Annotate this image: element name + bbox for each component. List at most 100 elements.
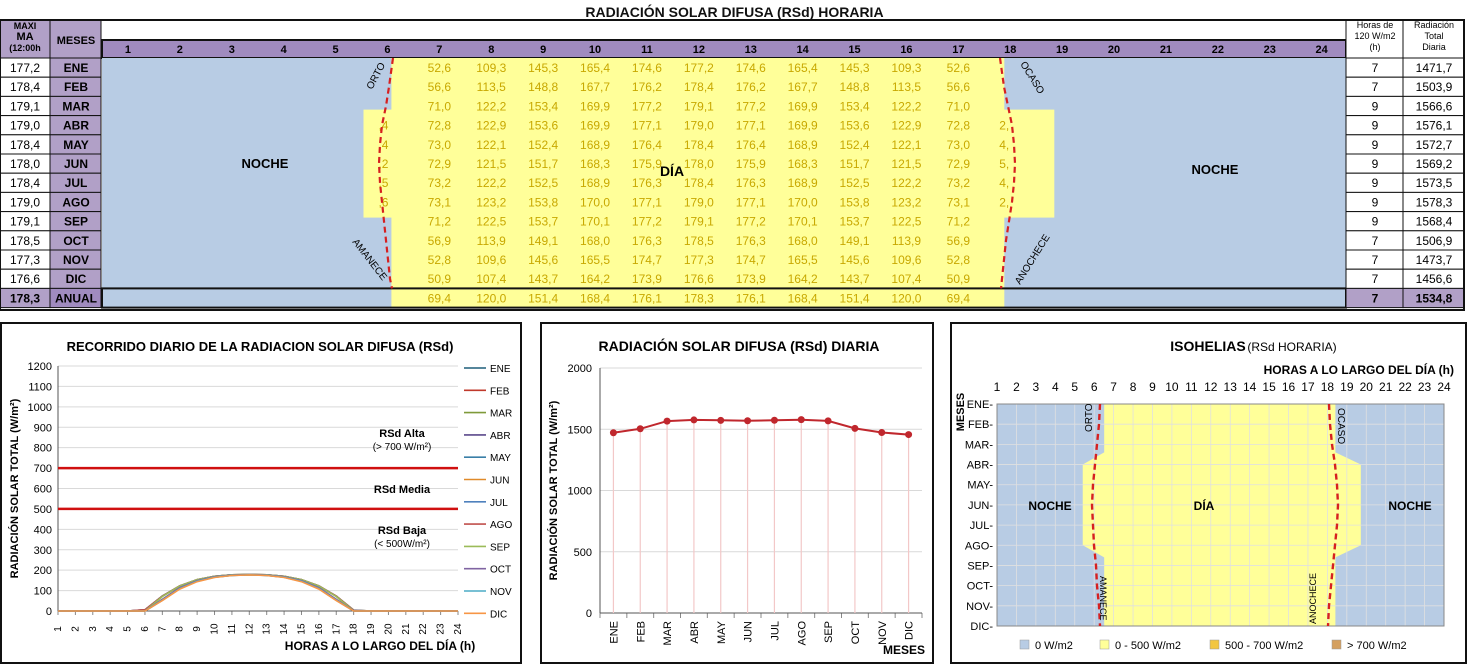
day-label: DÍA [660, 163, 684, 179]
hourly-value: 153,6 [840, 119, 870, 133]
data-point [770, 416, 778, 424]
hourly-value: 167,7 [580, 80, 610, 94]
hour-label: 17 [952, 44, 964, 56]
x-tick-label: 17 [331, 623, 342, 635]
hourly-value: 107,4 [891, 272, 921, 286]
hourly-value: 153,4 [528, 99, 558, 113]
hour-label: 20 [1108, 44, 1120, 56]
hourly-value: 169,9 [788, 99, 818, 113]
hourly-value: 50,9 [428, 272, 452, 286]
total-header-text: Total [1424, 31, 1443, 41]
total-header-text: Diaria [1422, 42, 1446, 52]
x-tick-label: 24 [453, 623, 464, 635]
y-tick-label: 400 [34, 524, 52, 536]
hourly-value: 121,5 [891, 157, 921, 171]
hourly-value: 113,9 [477, 234, 506, 248]
hourly-value: 4, [999, 138, 1009, 152]
legend-swatch [1019, 639, 1030, 650]
x-tick-label: 14 [1243, 380, 1257, 394]
month-label: OCT [63, 234, 89, 248]
sunset-curve [1326, 403, 1340, 627]
y-tick-label: 900 [34, 422, 52, 434]
legend-label: AGO [490, 520, 512, 531]
series-line-may [58, 573, 458, 612]
hourly-value: 56,9 [428, 234, 452, 248]
x-tick-label: 14 [279, 623, 290, 635]
hourly-value: 169,9 [580, 119, 610, 133]
month-label: AGO [62, 195, 89, 209]
legend-label: SEP [490, 542, 510, 553]
month-cell [49, 287, 102, 309]
hourly-value: 178,5 [684, 234, 714, 248]
series-line-ene [58, 573, 458, 612]
x-tick-label: 10 [210, 623, 221, 635]
hourly-value: 170,0 [788, 195, 818, 209]
x-tick-label: 4 [105, 626, 116, 632]
legend-label: MAY [490, 453, 511, 464]
max-value: 177,2 [10, 61, 40, 75]
y-tick-label: OCT- [967, 581, 994, 593]
x-tick-label: 21 [401, 623, 412, 635]
max-value: 179,0 [10, 119, 40, 133]
total-value: 1569,2 [1416, 157, 1453, 171]
hour-label: 9 [540, 44, 546, 56]
y-tick-label: 1000 [568, 486, 592, 498]
hour-label: 12 [693, 44, 705, 56]
y-axis-label: RADIACIÓN SOLAR TOTAL (W/m²) [8, 398, 21, 578]
annotation-high: RSd Alta [379, 428, 425, 440]
month-label: JUL [65, 176, 88, 190]
y-axis-label: RADIACIÓN SOLAR TOTAL (W/m²) [547, 400, 560, 580]
hourly-value: 176,4 [736, 138, 766, 152]
hourly-value: 177,2 [736, 215, 766, 229]
orto-label: ORTO [1084, 403, 1095, 432]
hourly-value: 165,5 [580, 253, 610, 267]
y-tick-label: 1100 [28, 381, 52, 393]
hour-label: 13 [745, 44, 757, 56]
y-tick-label: 600 [34, 484, 52, 496]
hourly-value: 73,1 [947, 195, 971, 209]
hourly-value: 176,6 [684, 272, 714, 286]
hourly-value: 168,9 [580, 176, 610, 190]
hourly-value: 73,0 [428, 138, 452, 152]
hours-value: 7 [1372, 291, 1379, 305]
hourly-value: 178,3 [684, 291, 714, 305]
max-value: 179,1 [10, 99, 40, 113]
x-tick-label: 15 [1262, 380, 1276, 394]
hourly-value: 72,8 [428, 119, 452, 133]
legend-label: JUL [490, 498, 508, 509]
data-point [905, 431, 913, 439]
legend-label: NOV [490, 587, 512, 598]
hourly-value: 168,9 [580, 138, 610, 152]
x-tick-label: 1 [994, 380, 1001, 394]
night-label-right: NOCHE [1388, 499, 1431, 513]
hourly-value: 177,2 [632, 99, 662, 113]
hourly-value: 168,0 [788, 234, 818, 248]
total-value: 1566,6 [1416, 99, 1453, 113]
hourly-value: 177,2 [684, 61, 714, 75]
legend-label: ABR [490, 431, 511, 442]
hourly-value: 168,3 [580, 157, 610, 171]
x-tick-label: 18 [349, 623, 360, 635]
hourly-value: 178,4 [684, 138, 714, 152]
hourly-value: 69,4 [428, 291, 452, 305]
hourly-value: 120,0 [891, 291, 921, 305]
x-tick-label: 13 [262, 623, 273, 635]
max-value: 178,0 [10, 157, 40, 171]
x-tick-label: 9 [192, 626, 203, 632]
x-tick-label: 8 [175, 626, 186, 632]
month-label: MAY [63, 138, 89, 152]
series-line-oct [58, 573, 458, 612]
total-value: 1578,3 [1416, 195, 1453, 209]
y-tick-label: FEB- [968, 419, 993, 431]
hourly-value: 153,7 [840, 215, 870, 229]
hourly-value: 151,4 [528, 291, 558, 305]
hourly-value: 2, [999, 119, 1009, 133]
table-frame [0, 19, 1465, 311]
hourly-value: ,4 [378, 138, 388, 152]
hours-value: 9 [1372, 157, 1379, 171]
y-tick-label: ABR- [967, 460, 994, 472]
hourly-value: 73,2 [428, 176, 452, 190]
hour-label: 11 [641, 44, 653, 56]
y-tick-label: MAY- [967, 480, 993, 492]
y-tick-label: 500 [574, 547, 592, 559]
